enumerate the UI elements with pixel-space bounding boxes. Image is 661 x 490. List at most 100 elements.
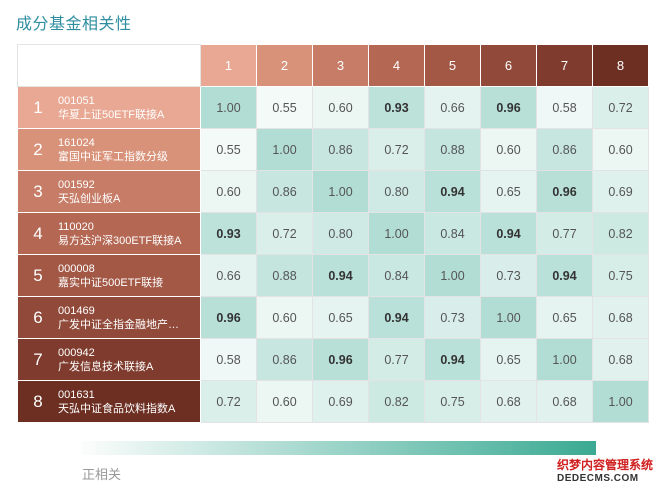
correlation-cell: 0.96 [480, 86, 537, 129]
correlation-cell: 0.96 [536, 170, 593, 213]
correlation-cell: 0.75 [592, 254, 649, 297]
table-row: 7 000942 广发信息技术联接A 0.58 0.86 0.96 0.77 0.94 0.65… [17, 338, 649, 381]
correlation-cell: 1.00 [200, 86, 257, 129]
table-row: 4 110020 易方达沪深300ETF联接A 0.93 0.72 0.80 1.00 0.8… [17, 212, 649, 255]
fund-name: 富国中证军工指数分级 [58, 150, 168, 163]
column-header-8: 8 [592, 44, 649, 87]
row-header-6: 6 001469 广发中证全指金融地产… [17, 296, 201, 339]
legend-gradient-bar [82, 441, 596, 455]
correlation-cell: 0.73 [480, 254, 537, 297]
correlation-cell: 0.84 [368, 254, 425, 297]
correlation-cell: 0.75 [424, 380, 481, 423]
correlation-cell: 0.96 [312, 338, 369, 381]
correlation-cell: 0.65 [480, 170, 537, 213]
fund-code: 001631 [58, 388, 95, 401]
table-row: 3 001592 天弘创业板A 0.60 0.86 1.00 0.80 0.94 0.65 0.9… [17, 170, 649, 213]
correlation-cell: 0.65 [480, 338, 537, 381]
correlation-cell: 0.84 [424, 212, 481, 255]
correlation-cell: 0.86 [312, 128, 369, 171]
correlation-cell: 1.00 [592, 380, 649, 423]
correlation-cell: 0.66 [424, 86, 481, 129]
correlation-cell: 0.93 [368, 86, 425, 129]
fund-code: 161024 [58, 136, 95, 149]
column-header-1: 1 [200, 44, 257, 87]
correlation-cell: 0.94 [368, 296, 425, 339]
row-index: 8 [33, 391, 43, 411]
correlation-cell: 0.68 [592, 296, 649, 339]
correlation-cell: 0.88 [256, 254, 313, 297]
table-row: 6 001469 广发中证全指金融地产… 0.96 0.60 0.65 0.94 0.73 1.… [17, 296, 649, 339]
correlation-cell: 0.58 [200, 338, 257, 381]
fund-code: 001592 [58, 178, 95, 191]
row-index: 4 [33, 223, 43, 243]
table-row: 8 001631 天弘中证食品饮料指数A 0.72 0.60 0.69 0.82 0.75 0.… [17, 380, 649, 423]
fund-name: 广发信息技术联接A [58, 360, 154, 373]
correlation-cell: 0.69 [312, 380, 369, 423]
column-header-2: 2 [256, 44, 313, 87]
correlation-cell: 0.68 [592, 338, 649, 381]
correlation-cell: 0.94 [480, 212, 537, 255]
correlation-cell: 0.80 [368, 170, 425, 213]
correlation-cell: 0.65 [312, 296, 369, 339]
fund-name: 嘉实中证500ETF联接 [58, 276, 164, 289]
correlation-cell: 1.00 [424, 254, 481, 297]
correlation-cell: 0.82 [592, 212, 649, 255]
fund-code: 110020 [58, 220, 94, 233]
correlation-cell: 0.60 [312, 86, 369, 129]
watermark-line1: 织梦内容管理系统 [556, 458, 653, 472]
table-body: 1 001051 华夏上证50ETF联接A 1.00 0.55 0.60 0.93 0.66 0… [17, 86, 649, 423]
correlation-cell: 0.88 [424, 128, 481, 171]
column-header-3: 3 [312, 44, 369, 87]
fund-name: 天弘创业板A [58, 192, 121, 205]
correlation-cell: 0.60 [256, 296, 313, 339]
row-index: 6 [33, 307, 43, 327]
correlation-cell: 0.68 [536, 380, 593, 423]
row-index: 7 [33, 349, 43, 369]
watermark-line2: DEDECMS.COM [556, 473, 639, 484]
column-header-5: 5 [424, 44, 481, 87]
correlation-cell: 0.68 [480, 380, 537, 423]
correlation-cell: 0.60 [592, 128, 649, 171]
correlation-cell: 0.72 [256, 212, 313, 255]
column-header-7: 7 [536, 44, 593, 87]
fund-code: 000008 [58, 262, 95, 275]
row-header-7: 7 000942 广发信息技术联接A [17, 338, 201, 381]
correlation-cell: 0.65 [536, 296, 593, 339]
correlation-cell: 0.86 [256, 338, 313, 381]
correlation-cell: 0.94 [424, 170, 481, 213]
watermark: 织梦内容管理系统 DEDECMS.COM [557, 456, 653, 484]
correlation-cell: 0.94 [536, 254, 593, 297]
correlation-cell: 0.82 [368, 380, 425, 423]
fund-name: 天弘中证食品饮料指数A [58, 402, 176, 415]
correlation-cell: 1.00 [536, 338, 593, 381]
page-title: 成分基金相关性 [16, 16, 132, 33]
row-header-8: 8 001631 天弘中证食品饮料指数A [17, 380, 201, 423]
fund-code: 000942 [58, 346, 95, 359]
correlation-cell: 0.86 [536, 128, 593, 171]
column-header-4: 4 [368, 44, 425, 87]
correlation-cell: 0.72 [200, 380, 257, 423]
fund-code: 001469 [58, 304, 95, 317]
correlation-cell: 0.66 [200, 254, 257, 297]
fund-name: 易方达沪深300ETF联接A [58, 234, 182, 247]
row-header-2: 2 161024 富国中证军工指数分级 [17, 128, 201, 171]
fund-name: 广发中证全指金融地产… [58, 318, 179, 331]
correlation-cell: 1.00 [480, 296, 537, 339]
correlation-cell: 0.55 [256, 86, 313, 129]
correlation-cell: 0.60 [200, 170, 257, 213]
correlation-cell: 0.94 [424, 338, 481, 381]
correlation-cell: 1.00 [368, 212, 425, 255]
row-index: 3 [33, 181, 43, 201]
correlation-cell: 0.94 [312, 254, 369, 297]
corner-cell [17, 44, 201, 87]
correlation-cell: 0.96 [200, 296, 257, 339]
row-header-1: 1 001051 华夏上证50ETF联接A [17, 86, 201, 129]
row-index: 2 [33, 139, 43, 159]
correlation-cell: 0.60 [256, 380, 313, 423]
correlation-cell: 0.77 [536, 212, 593, 255]
correlation-cell: 0.93 [200, 212, 257, 255]
row-index: 1 [33, 97, 43, 117]
row-header-5: 5 000008 嘉实中证500ETF联接 [17, 254, 201, 297]
table-row: 5 000008 嘉实中证500ETF联接 0.66 0.88 0.94 0.84 1.00 0… [17, 254, 649, 297]
